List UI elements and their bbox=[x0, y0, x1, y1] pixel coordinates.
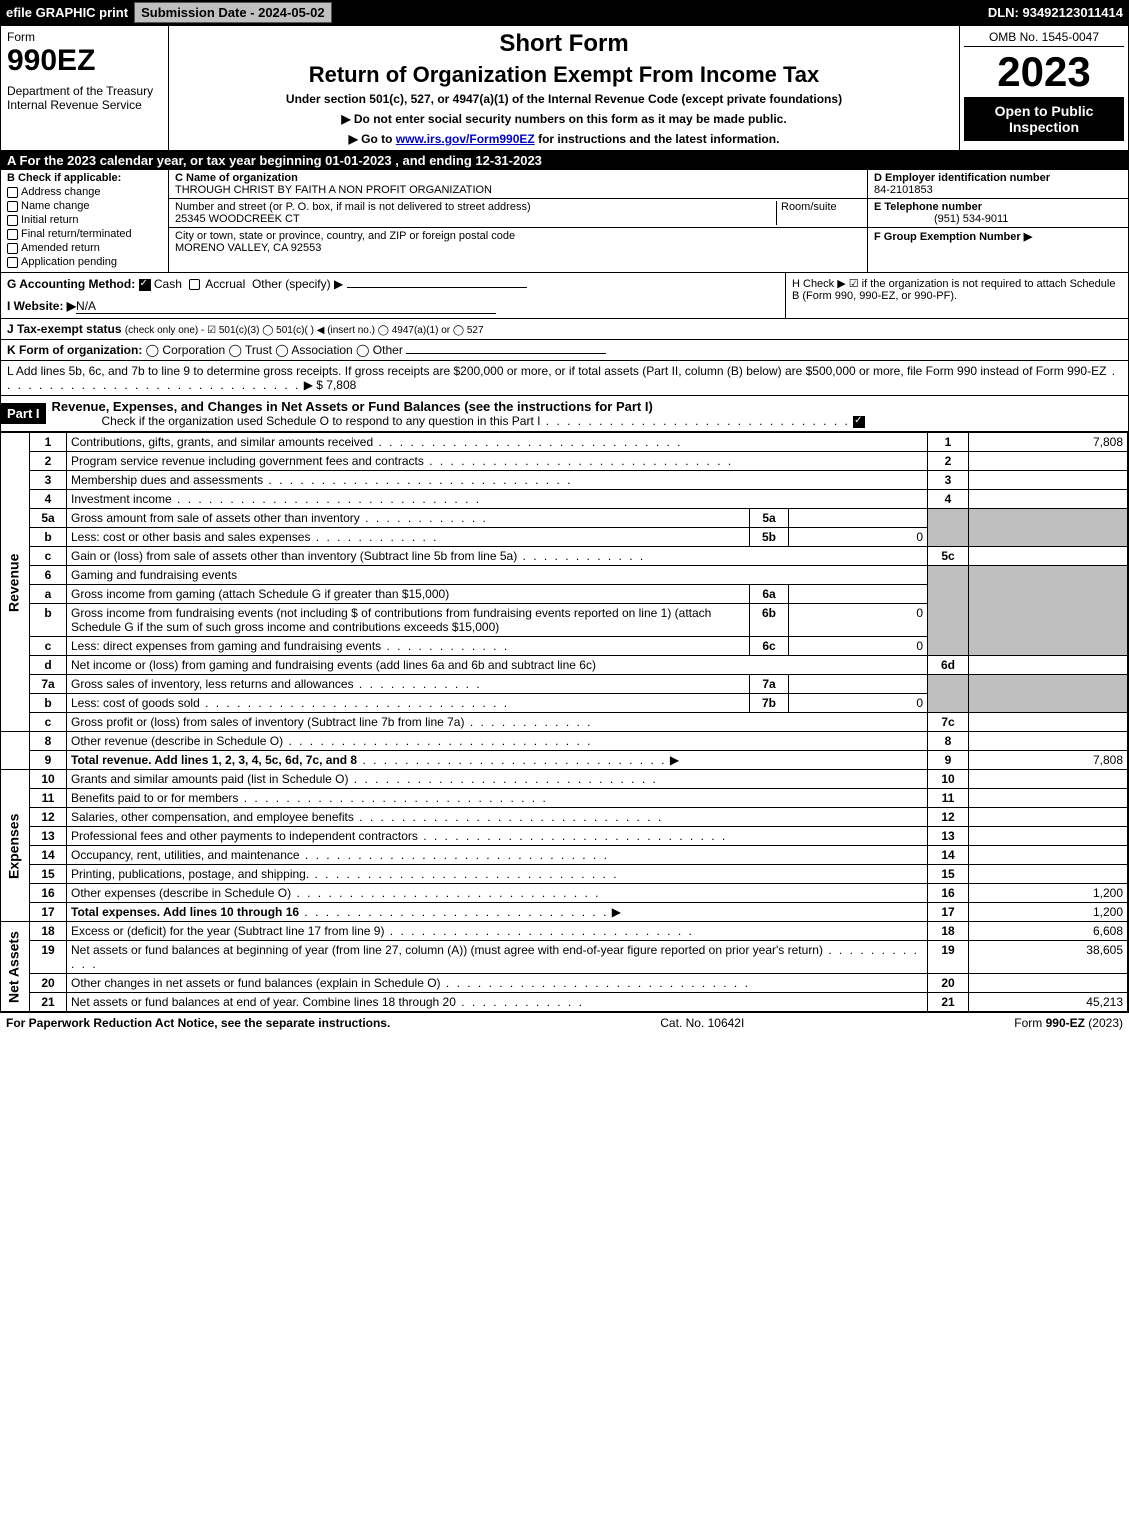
h-check: H Check ▶ ☑ if the organization is not r… bbox=[785, 273, 1128, 318]
line-1-amount: 7,808 bbox=[969, 433, 1128, 452]
check-initial-return[interactable]: Initial return bbox=[7, 214, 162, 226]
line-19-amount: 38,605 bbox=[969, 941, 1128, 974]
dln-label: DLN: 93492123011414 bbox=[988, 5, 1123, 20]
row-k: K Form of organization: ◯ Corporation ◯ … bbox=[1, 340, 1128, 361]
footer-center: Cat. No. 10642I bbox=[660, 1016, 744, 1030]
d-label: D Employer identification number bbox=[874, 172, 1050, 184]
check-address-change[interactable]: Address change bbox=[7, 186, 162, 198]
revenue-side-label: Revenue bbox=[1, 433, 30, 732]
e-label: E Telephone number bbox=[874, 201, 982, 213]
subtitle: Under section 501(c), 527, or 4947(a)(1)… bbox=[175, 92, 953, 106]
dept-label: Department of the Treasury Internal Reve… bbox=[7, 84, 162, 112]
line-18-amount: 6,608 bbox=[969, 922, 1128, 941]
omb-number: OMB No. 1545-0047 bbox=[964, 28, 1124, 47]
room-label: Room/suite bbox=[781, 201, 837, 213]
org-street: 25345 WOODCREEK CT bbox=[175, 213, 300, 225]
line-1-num: 1 bbox=[30, 433, 67, 452]
expenses-side-label: Expenses bbox=[1, 770, 30, 922]
g-accounting: G Accounting Method: Cash Accrual Other … bbox=[7, 277, 779, 291]
row-a-calendar-year: A For the 2023 calendar year, or tax yea… bbox=[1, 151, 1128, 170]
form-number: 990EZ bbox=[7, 44, 162, 78]
instruction-2: ▶ Go to www.irs.gov/Form990EZ for instru… bbox=[175, 132, 953, 146]
c-name-label: C Name of organization bbox=[175, 172, 298, 184]
phone-value: (951) 534-9011 bbox=[874, 213, 1008, 225]
ein-value: 84-2101853 bbox=[874, 184, 933, 196]
tax-year: 2023 bbox=[964, 51, 1124, 93]
irs-link[interactable]: www.irs.gov/Form990EZ bbox=[396, 132, 535, 146]
instruction-1: ▶ Do not enter social security numbers o… bbox=[175, 112, 953, 126]
org-city: MORENO VALLEY, CA 92553 bbox=[175, 242, 321, 254]
c-street-label: Number and street (or P. O. box, if mail… bbox=[175, 201, 531, 213]
row-g-h: G Accounting Method: Cash Accrual Other … bbox=[1, 273, 1128, 319]
short-form-title: Short Form bbox=[175, 30, 953, 58]
line-16-amount: 1,200 bbox=[969, 884, 1128, 903]
check-name-change[interactable]: Name change bbox=[7, 200, 162, 212]
line-17-amount: 1,200 bbox=[969, 903, 1128, 922]
netassets-side-label: Net Assets bbox=[1, 922, 30, 1012]
checkbox-cash-icon bbox=[139, 279, 151, 291]
part-1-label: Part I bbox=[1, 403, 46, 424]
part-1-sub: Check if the organization used Schedule … bbox=[52, 414, 1122, 428]
footer-left: For Paperwork Reduction Act Notice, see … bbox=[6, 1016, 390, 1030]
form-label: Form bbox=[7, 30, 162, 44]
lines-table: Revenue 1 Contributions, gifts, grants, … bbox=[1, 432, 1128, 1012]
schedule-o-check-icon bbox=[853, 416, 865, 428]
f-label: F Group Exemption Number ▶ bbox=[874, 231, 1032, 243]
b-heading: B Check if applicable: bbox=[7, 172, 162, 184]
line-9-amount: 7,808 bbox=[969, 751, 1128, 770]
top-bar: efile GRAPHIC print Submission Date - 20… bbox=[0, 0, 1129, 25]
form-header: Form 990EZ Department of the Treasury In… bbox=[1, 26, 1128, 151]
part-1-header: Part I Revenue, Expenses, and Changes in… bbox=[1, 396, 1128, 432]
check-application-pending[interactable]: Application pending bbox=[7, 256, 162, 268]
footer-right: Form 990-EZ (2023) bbox=[1014, 1016, 1123, 1030]
row-l: L Add lines 5b, 6c, and 7b to line 9 to … bbox=[1, 361, 1128, 396]
i-website: I Website: ▶N/A bbox=[7, 299, 779, 314]
check-final-return[interactable]: Final return/terminated bbox=[7, 228, 162, 240]
form-container: Form 990EZ Department of the Treasury In… bbox=[0, 25, 1129, 1013]
footer: For Paperwork Reduction Act Notice, see … bbox=[0, 1013, 1129, 1033]
open-to-public: Open to Public Inspection bbox=[964, 97, 1124, 141]
row-j: J Tax-exempt status (check only one) - ☑… bbox=[1, 319, 1128, 340]
check-amended-return[interactable]: Amended return bbox=[7, 242, 162, 254]
section-b-c-d-e-f: B Check if applicable: Address change Na… bbox=[1, 170, 1128, 273]
part-1-title: Revenue, Expenses, and Changes in Net As… bbox=[52, 399, 653, 414]
submission-date-button[interactable]: Submission Date - 2024-05-02 bbox=[134, 2, 332, 23]
efile-label: efile GRAPHIC print bbox=[6, 5, 128, 20]
org-name: THROUGH CHRIST BY FAITH A NON PROFIT ORG… bbox=[175, 184, 492, 196]
line-21-amount: 45,213 bbox=[969, 993, 1128, 1012]
return-title: Return of Organization Exempt From Incom… bbox=[175, 62, 953, 88]
c-city-label: City or town, state or province, country… bbox=[175, 230, 515, 242]
